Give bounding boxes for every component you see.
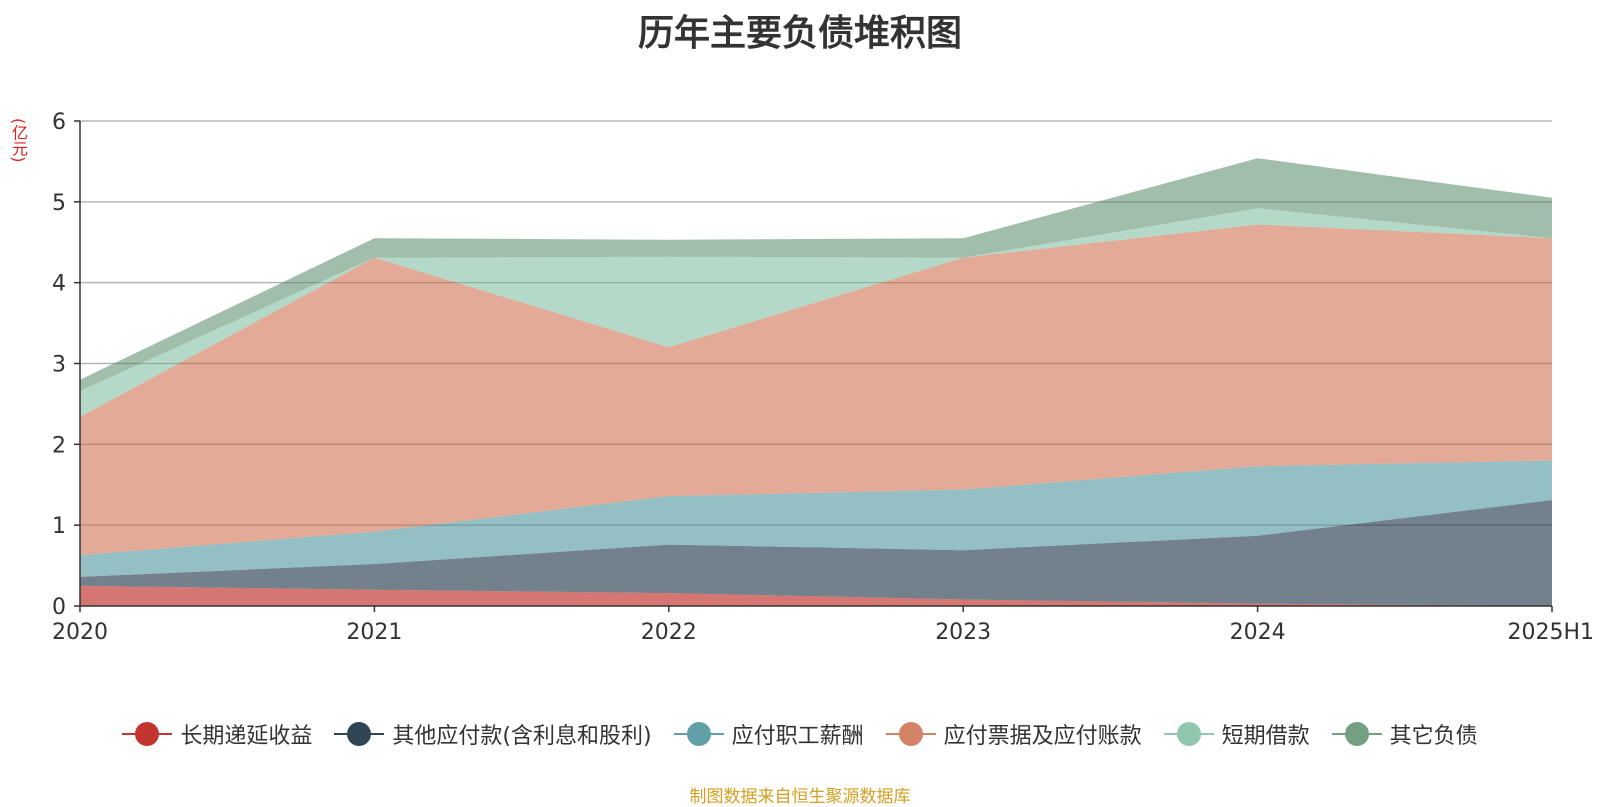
x-tick-label: 2022: [641, 620, 697, 645]
chart-plot: 0 1 2 3 4 5 6 2020 2021 2022 2023 2024 2025H1: [52, 110, 1594, 645]
legend-item[interactable]: 其它负债: [1331, 718, 1478, 750]
x-tick-label: 2025H1: [1507, 620, 1594, 645]
legend-label: 应付职工薪酬: [731, 724, 864, 749]
legend-item[interactable]: 长期递延收益: [122, 718, 312, 750]
legend-marker-icon: [885, 722, 936, 746]
legend-label: 长期递延收益: [180, 724, 313, 749]
x-tick-label: 2020: [52, 620, 108, 645]
y-tick-label: 5: [52, 191, 66, 216]
legend-marker-dot: [1176, 722, 1201, 746]
y-tick-label: 2: [52, 433, 66, 458]
y-axis-unit: (亿元): [9, 118, 28, 163]
x-tick-label: 2021: [346, 620, 402, 645]
legend-marker-dot: [347, 722, 372, 746]
area-series-4: [80, 224, 1552, 556]
legend: 长期递延收益 其他应付款(含利息和股利) 应付职工薪酬 应付票据及应付账款 短期借款 其它…: [0, 718, 1600, 750]
legend-label: 其他应付款(含利息和股利): [392, 724, 652, 749]
legend-item[interactable]: 应付票据及应付账款: [885, 718, 1142, 750]
legend-marker-dot: [686, 722, 711, 746]
source-note: 制图数据来自恒生聚源数据库: [689, 787, 911, 807]
area-series-5: [80, 208, 1552, 417]
legend-marker-dot: [898, 722, 923, 746]
y-tick-label: 0: [52, 595, 66, 620]
legend-marker-icon: [673, 722, 724, 746]
legend-item[interactable]: 其他应付款(含利息和股利): [334, 718, 652, 750]
y-tick-label: 1: [52, 514, 66, 539]
area-series-2: [80, 500, 1552, 606]
legend-marker-icon: [1331, 722, 1382, 746]
legend-marker-dot: [135, 722, 160, 746]
chart-title: 历年主要负债堆积图: [637, 13, 962, 54]
legend-label: 其它负债: [1389, 724, 1478, 749]
legend-item[interactable]: 应付职工薪酬: [673, 718, 864, 750]
y-tick-label: 6: [52, 110, 66, 135]
x-tick-label: 2023: [935, 620, 991, 645]
legend-marker-icon: [122, 722, 173, 746]
legend-marker-icon: [1163, 722, 1214, 746]
legend-label: 应付票据及应付账款: [943, 724, 1142, 749]
y-tick-label: 4: [52, 272, 66, 297]
legend-marker-dot: [1344, 722, 1369, 746]
legend-item[interactable]: 短期借款: [1163, 718, 1310, 750]
area-series-3: [80, 460, 1552, 577]
legend-marker-icon: [334, 722, 385, 746]
stacked-areas: [80, 158, 1552, 606]
y-tick-label: 3: [52, 353, 66, 378]
axes: 0 1 2 3 4 5 6 2020 2021 2022 2023 2024 2025H1: [52, 110, 1594, 645]
legend-label: 短期借款: [1221, 724, 1310, 749]
area-series-1: [80, 585, 1552, 606]
x-tick-label: 2024: [1230, 620, 1286, 645]
area-series-6: [80, 158, 1552, 391]
